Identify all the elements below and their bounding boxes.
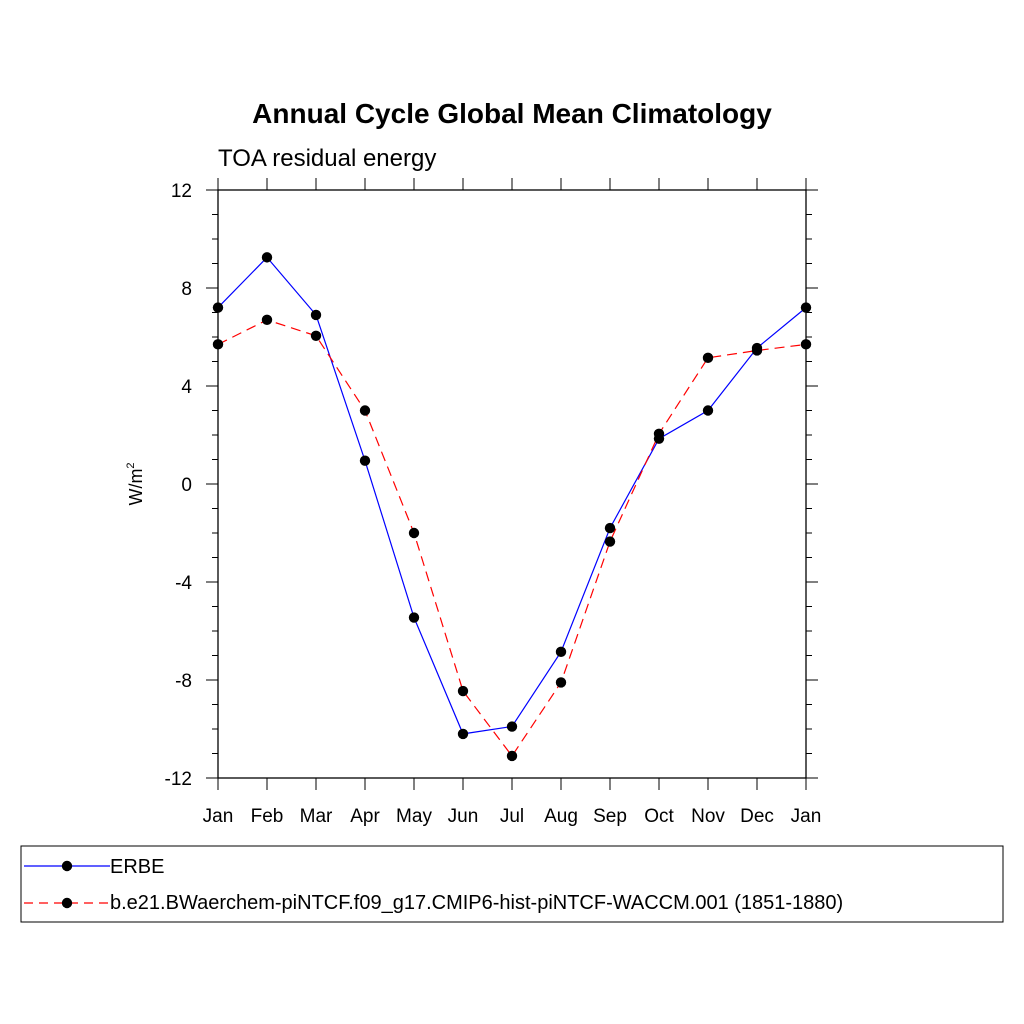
x-tick-label: Apr [350, 806, 380, 827]
chart-subtitle: TOA residual energy [218, 145, 436, 172]
series-1-point [653, 428, 665, 439]
legend-box [20, 845, 1004, 923]
series-1-point [506, 750, 518, 762]
series-line-1 [217, 319, 807, 758]
legend-label-erbe: ERBE [110, 856, 164, 878]
y-axis-label-superscript: 2 [125, 462, 137, 468]
y-axis-label-unit: W/m [126, 469, 146, 506]
y-tick-label: 8 [181, 279, 192, 300]
x-tick-label: Jul [500, 806, 524, 827]
legend-marker-erbe [61, 860, 73, 872]
y-tick-label: -8 [175, 671, 192, 692]
y-tick-label: 0 [181, 475, 192, 496]
plot-frame [217, 189, 807, 779]
series-1-point [261, 314, 273, 326]
series-0-point [604, 522, 616, 534]
x-tick-label: Nov [691, 806, 725, 827]
series-1-point [555, 677, 567, 688]
plot-area: -12 -8 -4 0 4 8 12 Jan Feb Mar Apr May Jun Jul Aug Sep O… [165, 178, 822, 827]
series-1-point [408, 527, 420, 539]
x-tick-label: Jan [203, 806, 234, 827]
series-0-point [457, 728, 469, 740]
series-0-point [506, 721, 518, 732]
x-tick-label: Feb [251, 806, 284, 827]
series-1-point [310, 330, 322, 341]
series-0-point [212, 302, 224, 313]
x-tick-label: Aug [544, 806, 578, 827]
series-0-point [800, 302, 812, 313]
y-tick-label: 4 [181, 377, 192, 398]
series-1-point [212, 339, 224, 350]
series-1-point [751, 345, 763, 356]
legend-label-model: b.e21.BWaerchem-piNTCF.f09_g17.CMIP6-his… [110, 892, 843, 914]
x-tick-label: Jan [791, 806, 822, 827]
x-tick-label: Dec [740, 806, 774, 827]
series-line-0 [217, 256, 807, 735]
x-tick-label: Oct [644, 806, 674, 827]
series-0-point [555, 646, 567, 658]
svg-text:W/m2: W/m2 [125, 462, 146, 505]
series-1-point [359, 405, 371, 416]
series-0-point [310, 309, 322, 321]
series-0-point [408, 612, 420, 623]
series-0-point [261, 252, 273, 263]
x-tick-label: May [396, 806, 432, 827]
x-tick-label: Sep [593, 806, 627, 827]
y-tick-label: 12 [171, 181, 192, 202]
chart-title: Annual Cycle Global Mean Climatology [252, 98, 772, 129]
x-tick-label: Mar [300, 806, 333, 827]
legend-marker-model [61, 897, 73, 909]
series-0-point [702, 405, 714, 416]
series-1-point [800, 339, 812, 350]
y-axis-label: W/m2 [125, 462, 146, 505]
series-1-point [702, 352, 714, 364]
legend: ERBE b.e21.BWaerchem-piNTCF.f09_g17.CMIP… [20, 845, 1004, 923]
x-tick-label: Jun [448, 806, 479, 827]
series-1-point [457, 685, 469, 697]
series-1-point [604, 536, 616, 547]
y-tick-label: -12 [165, 769, 192, 790]
y-tick-label: -4 [175, 573, 192, 594]
series-0-point [359, 455, 371, 466]
